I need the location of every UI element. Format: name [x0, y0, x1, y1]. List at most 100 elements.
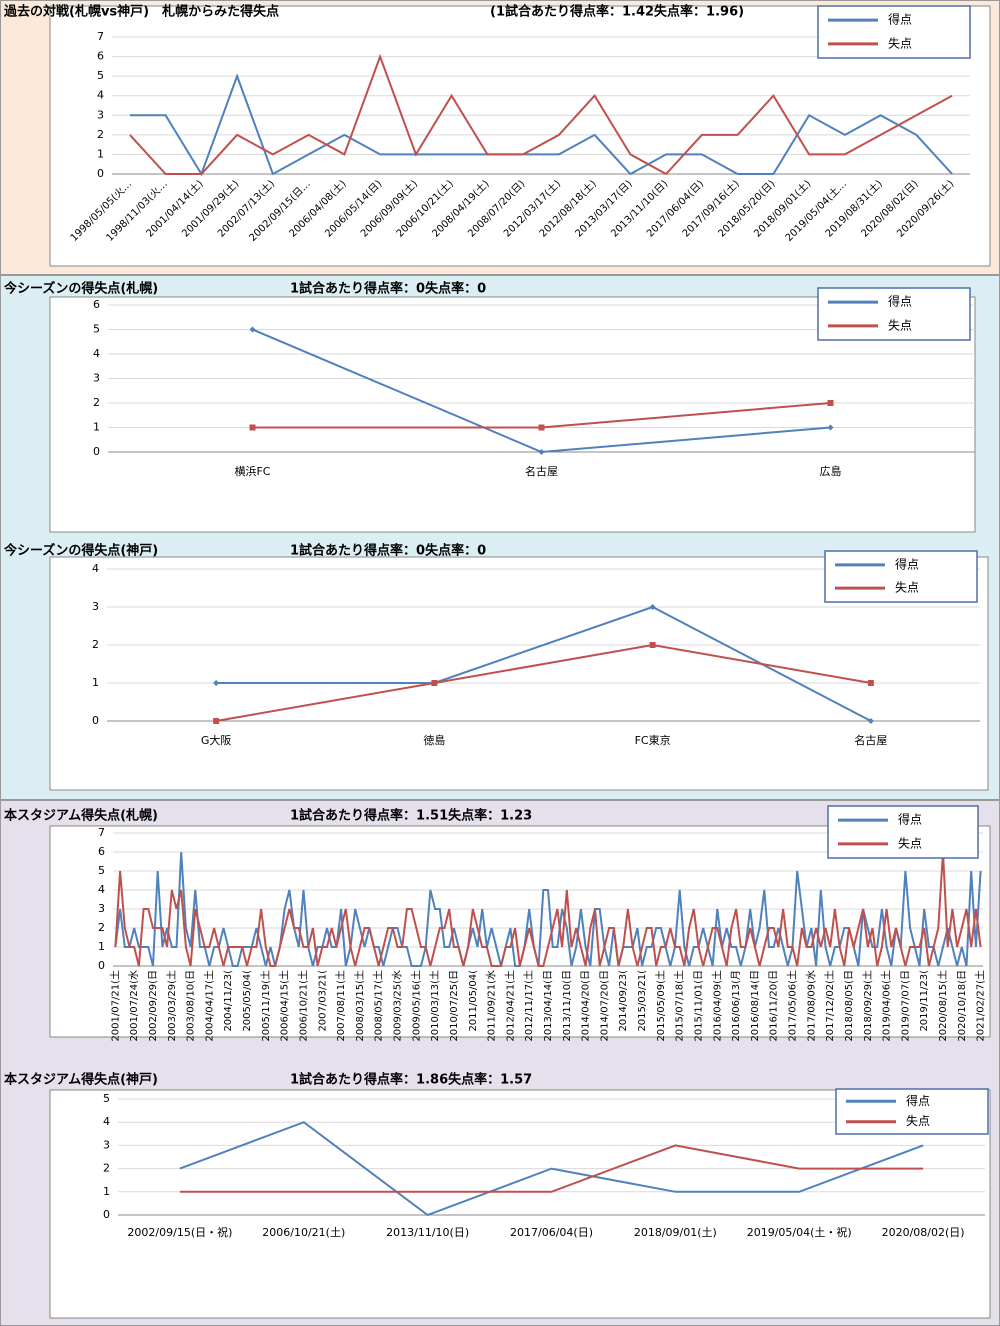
y-tick-label: 5: [97, 69, 104, 82]
x-tick-label: 2019/05/04(土・祝): [747, 1225, 852, 1239]
legend-label: 得点: [895, 556, 919, 571]
y-tick-label: 3: [92, 600, 99, 613]
x-tick-label: 2014/04/20(日: [581, 970, 592, 1042]
y-tick-label: 5: [93, 323, 100, 336]
point-marker: [249, 326, 256, 333]
x-tick-label: 2008/05/17(土: [372, 970, 385, 1042]
point-marker: [213, 680, 220, 686]
y-tick-label: 1: [93, 421, 100, 434]
y-tick-label: 4: [92, 562, 99, 575]
chart-subtitle: 1試合あたり得点率：0失点率：0: [290, 281, 486, 297]
x-tick-label: 2003/03/29(土: [165, 970, 178, 1042]
x-tick-label: 2007/08/11(土: [334, 970, 347, 1042]
x-tick-label: 2018/09/01(土): [634, 1226, 717, 1239]
x-tick-label: 2008/03/15(土: [353, 970, 366, 1042]
point-marker: [538, 449, 545, 455]
x-tick-label: 2013/11/10(日: [562, 970, 573, 1042]
chart-subtitle: 1試合あたり得点率：1.86失点率：1.57: [290, 1072, 532, 1088]
x-tick-label: 2016/04/09(土: [710, 970, 723, 1042]
legend-box: [835, 1088, 989, 1135]
x-tick-label: 2016/06/13(月: [730, 970, 742, 1042]
x-tick-label: 2006/10/21(土: [296, 970, 309, 1042]
x-tick-label: 2012/11/17(土: [522, 970, 535, 1042]
x-tick-label: 2004/04/17(土: [202, 970, 215, 1042]
x-tick-label: 名古屋: [525, 464, 558, 478]
x-tick-label: 2002/09/15(日・祝): [127, 1225, 232, 1239]
series-line: [114, 851, 982, 967]
point-marker: [867, 680, 874, 686]
y-tick-label: 1: [98, 940, 105, 953]
x-tick-label: 2006/04/15(土: [278, 970, 291, 1042]
series-line: [129, 73, 953, 177]
y-tick-label: 2: [93, 396, 100, 409]
chart-area: [49, 825, 991, 1038]
x-tick-label: 名古屋: [854, 733, 887, 747]
x-tick-label: 2015/07/18(土: [673, 970, 686, 1042]
y-tick-label: 4: [97, 89, 104, 102]
y-tick-label: 3: [97, 108, 104, 121]
x-tick-label: 2013/04/14(日: [543, 970, 554, 1042]
x-tick-label: 2020/08/02(日): [882, 1226, 965, 1239]
series-line: [215, 643, 872, 722]
y-tick-label: 4: [103, 1115, 110, 1128]
y-tick-label: 4: [93, 347, 100, 360]
x-tick-label: 2015/03/21(: [637, 970, 648, 1032]
series-line: [179, 1144, 924, 1193]
x-tick-label: 2011/05/04(: [468, 970, 479, 1032]
y-tick-label: 5: [98, 864, 105, 877]
chart-title: 過去の対戦(札幌vs神戸) 札幌からみた得失点: [3, 4, 279, 20]
x-tick-label: 2019/04/06(土: [880, 970, 893, 1042]
chart-subtitle: 1試合あたり得点率：1.51失点率：1.23: [290, 808, 532, 824]
legend-label: 失点: [895, 580, 919, 595]
x-tick-label: 2020/10/18(日: [957, 970, 968, 1042]
x-tick-label: 2011/09/21(水: [486, 970, 498, 1042]
chart-subtitle: (1試合あたり得点率：1.42失点率：1.96): [490, 4, 744, 20]
x-tick-label: 2013/11/10(日): [386, 1226, 469, 1239]
x-tick-label: 2015/11/01(日: [693, 970, 704, 1042]
legend-label: 得点: [888, 12, 912, 27]
chart-title: 本スタジアム得失点(札幌): [4, 808, 158, 824]
legend-label: 得点: [898, 812, 922, 827]
x-tick-label: 2007/03/21(: [317, 970, 328, 1032]
y-tick-label: 1: [97, 147, 104, 160]
x-tick-label: 2012/04/21(土: [503, 970, 516, 1042]
y-tick-label: 2: [98, 921, 105, 934]
x-tick-label: 2010/07/25(日: [449, 970, 460, 1042]
x-tick-label: 2018/09/29(土: [861, 970, 874, 1042]
chart-title: 今シーズンの得失点(神戸): [3, 543, 158, 559]
point-marker: [649, 604, 656, 610]
y-tick-label: 4: [98, 883, 105, 896]
y-tick-label: 0: [97, 167, 104, 180]
chart-title: 今シーズンの得失点(札幌): [3, 281, 158, 297]
chart-title: 本スタジアム得失点(神戸): [4, 1072, 158, 1088]
y-tick-label: 1: [92, 676, 99, 689]
x-tick-label: 2001/07/21(土: [108, 970, 121, 1042]
point-marker: [213, 718, 220, 724]
point-marker: [827, 424, 834, 431]
point-marker: [431, 680, 438, 686]
legend-box: [817, 5, 971, 59]
x-tick-label: 2005/11/19(土: [259, 970, 272, 1042]
point-marker: [538, 424, 545, 431]
x-tick-label: 2017/05/06(土: [786, 970, 799, 1042]
legend-box: [824, 550, 978, 603]
x-tick-label: 2014/07/20(日: [599, 970, 610, 1042]
point-marker: [649, 642, 656, 648]
y-tick-label: 0: [93, 445, 100, 458]
y-tick-label: 5: [103, 1092, 110, 1105]
y-tick-label: 3: [103, 1138, 110, 1151]
y-tick-label: 0: [98, 959, 105, 972]
y-tick-label: 2: [92, 638, 99, 651]
legend-label: 失点: [898, 835, 922, 850]
series-line: [129, 53, 953, 176]
x-tick-label: 広島: [820, 464, 842, 478]
x-tick-label: 2019/07/07(日: [900, 970, 911, 1042]
y-tick-label: 1: [103, 1185, 110, 1198]
x-tick-label: 2003/08/10(日: [186, 970, 197, 1042]
chart-subtitle: 1試合あたり得点率：0失点率：0: [290, 543, 486, 559]
legend-label: 得点: [888, 294, 912, 309]
legend-label: 失点: [888, 317, 912, 332]
x-tick-label: G大阪: [201, 733, 232, 747]
x-tick-label: 2021/02/27(土: [974, 970, 987, 1042]
